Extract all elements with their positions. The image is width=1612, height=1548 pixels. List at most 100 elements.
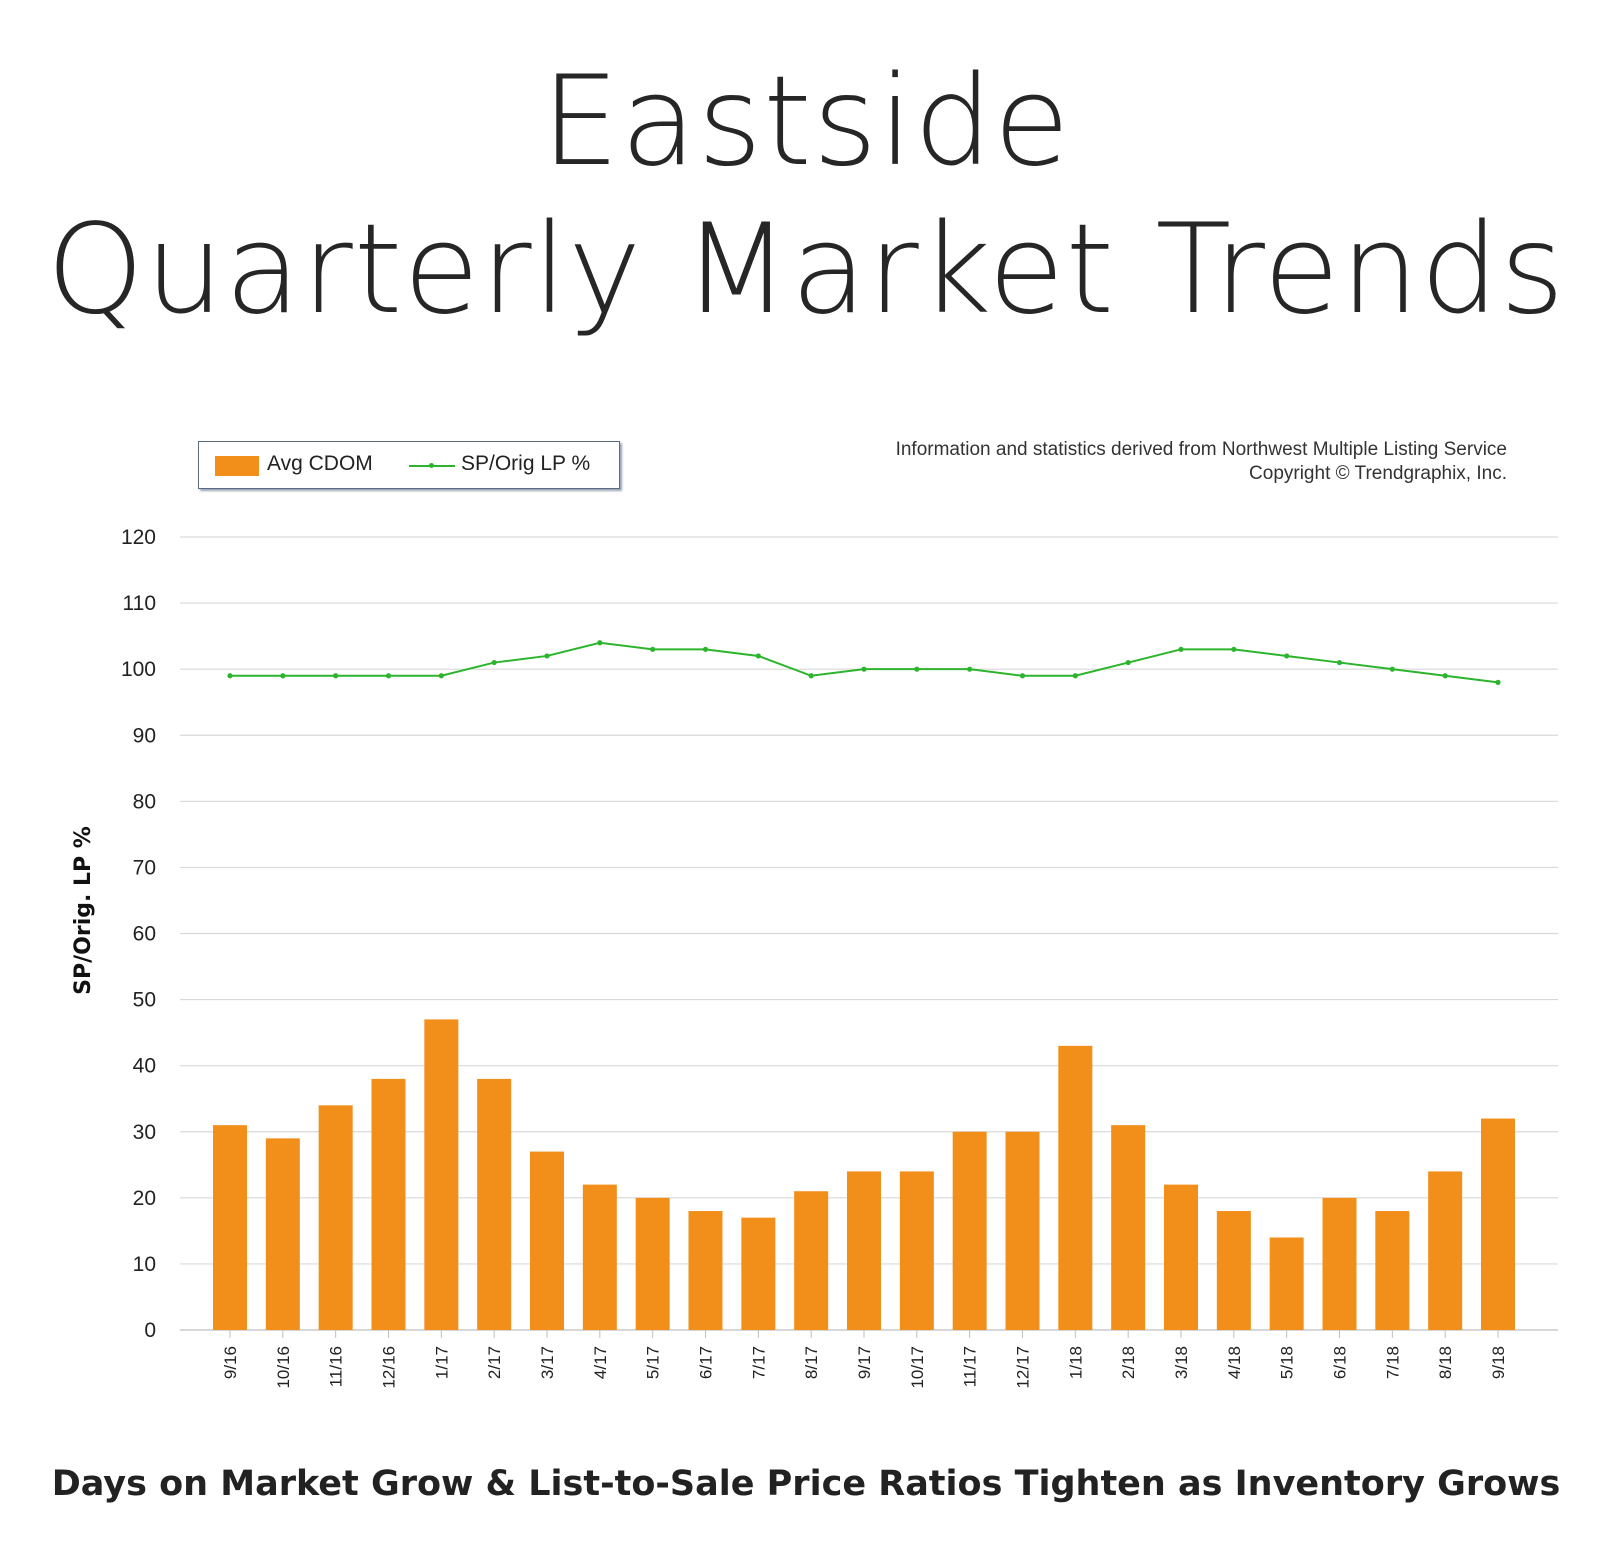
bar-avg-cdom (477, 1078, 512, 1330)
bar-avg-cdom (899, 1171, 934, 1330)
x-tick-label: 4/18 (1225, 1346, 1244, 1379)
line-point-sp-orig-lp (1178, 646, 1184, 652)
source-line-2: Copyright © Trendgraphix, Inc. (1249, 463, 1507, 484)
x-tick-label: 10/16 (274, 1346, 293, 1389)
line-point-sp-orig-lp (491, 659, 497, 666)
x-tick-label: 12/17 (1014, 1346, 1033, 1389)
bar-avg-cdom (1111, 1125, 1146, 1330)
x-axis-ticks: 9/16 10/16 11/16 12/16 1/17 2/17 3/17 4/17 5/17 6… (221, 1330, 1508, 1389)
y-tick-label: 120 (121, 526, 156, 549)
bar-avg-cdom (1322, 1197, 1357, 1330)
x-tick-label: 2/17 (485, 1346, 504, 1379)
line-point-sp-orig-lp (597, 640, 603, 646)
x-tick-label: 1/18 (1066, 1346, 1085, 1379)
line-point-sp-orig-lp (1495, 679, 1501, 685)
y-tick-label: 80 (133, 790, 156, 813)
bar-avg-cdom (1428, 1171, 1463, 1330)
x-tick-label: 9/16 (221, 1346, 240, 1379)
x-tick-label: 5/18 (1278, 1346, 1297, 1379)
x-tick-label: 4/17 (591, 1346, 610, 1379)
title-line-2: Quarterly Market Trends (46, 198, 1566, 342)
y-tick-label: 100 (121, 658, 156, 681)
line-point-sp-orig-lp (967, 666, 973, 672)
line-point-sp-orig-lp (1019, 673, 1026, 679)
bar-avg-cdom (952, 1131, 987, 1330)
bar-avg-cdom (424, 1019, 459, 1330)
line-point-sp-orig-lp (755, 653, 761, 659)
y-tick-label: 70 (133, 856, 156, 879)
x-tick-label: 5/17 (644, 1346, 663, 1379)
legend-line-label: SP/Orig LP % (461, 452, 591, 475)
source-note: Information and statistics derived from … (896, 438, 1507, 486)
y-tick-label: 0 (144, 1319, 156, 1342)
line-sp-orig-lp (227, 640, 1501, 685)
y-axis-label: SP/Orig. LP % (71, 826, 96, 995)
line-point-sp-orig-lp (544, 653, 550, 659)
line-point-sp-orig-lp (861, 666, 867, 672)
bar-avg-cdom (582, 1184, 617, 1330)
x-tick-label: 8/18 (1436, 1346, 1455, 1379)
x-tick-label: 8/17 (802, 1346, 821, 1379)
line-point-sp-orig-lp (227, 673, 233, 679)
bar-avg-cdom (1005, 1131, 1040, 1330)
bar-avg-cdom (1216, 1211, 1251, 1330)
bar-avg-cdom (635, 1197, 670, 1330)
x-tick-label: 9/18 (1489, 1346, 1508, 1379)
x-tick-label: 2/18 (1119, 1346, 1138, 1379)
title-line-1: Eastside (541, 50, 1071, 194)
y-tick-label: 60 (133, 923, 156, 946)
bar-avg-cdom (1164, 1184, 1198, 1330)
x-tick-label: 3/17 (538, 1346, 557, 1379)
x-tick-label: 3/18 (1172, 1346, 1191, 1379)
bar-avg-cdom (318, 1105, 353, 1330)
y-tick-label: 30 (133, 1121, 156, 1144)
y-tick-label: 40 (133, 1055, 156, 1078)
title-block: Eastside Quarterly Market Trends (0, 48, 1612, 344)
line-point-sp-orig-lp (438, 673, 444, 679)
line-point-sp-orig-lp (385, 673, 392, 679)
y-tick-label: 20 (133, 1187, 156, 1210)
bar-avg-cdom (265, 1138, 300, 1330)
y-axis-ticks: 0 10 20 30 40 50 60 70 80 90 100 110 120 (121, 526, 156, 1342)
line-point-sp-orig-lp (702, 646, 709, 652)
line-point-sp-orig-lp (333, 673, 339, 679)
y-tick-label: 110 (123, 592, 156, 615)
chart-subtitle: Days on Market Grow & List-to-Sale Price… (51, 1464, 1561, 1504)
line-point-sp-orig-lp (1442, 673, 1448, 679)
line-point-sp-orig-lp (280, 673, 286, 679)
x-tick-label: 10/17 (908, 1346, 927, 1389)
bar-avg-cdom (688, 1211, 723, 1330)
line-point-sp-orig-lp (1336, 659, 1343, 666)
bar-avg-cdom (1481, 1118, 1515, 1330)
line-point-sp-orig-lp (1284, 653, 1290, 659)
legend-bar-label: Avg CDOM (267, 452, 373, 475)
y-tick-label: 10 (133, 1253, 156, 1276)
legend-bar-swatch (215, 456, 259, 476)
line-point-sp-orig-lp (650, 646, 656, 652)
x-tick-label: 6/17 (697, 1346, 716, 1379)
x-tick-label: 11/16 (327, 1346, 346, 1387)
x-tick-label: 12/16 (380, 1346, 399, 1389)
x-tick-label: 7/17 (749, 1346, 768, 1379)
x-tick-label: 7/18 (1383, 1346, 1402, 1379)
line-point-sp-orig-lp (1125, 659, 1131, 666)
x-tick-label: 6/18 (1331, 1346, 1350, 1379)
y-tick-label: 90 (133, 724, 156, 747)
line-point-sp-orig-lp (1231, 646, 1237, 652)
bar-avg-cdom (741, 1217, 776, 1330)
x-tick-label: 9/17 (855, 1346, 874, 1379)
bar-avg-cdom (1375, 1211, 1410, 1330)
x-tick-label: 1/17 (432, 1346, 451, 1379)
x-tick-label: 11/17 (961, 1346, 980, 1387)
bar-avg-cdom (847, 1171, 881, 1330)
line-point-sp-orig-lp (1072, 673, 1078, 679)
bar-avg-cdom (371, 1078, 406, 1330)
bars-avg-cdom (213, 1019, 1515, 1330)
line-point-sp-orig-lp (1389, 666, 1395, 672)
bar-avg-cdom (530, 1151, 564, 1330)
line-point-sp-orig-lp (808, 673, 814, 679)
bar-avg-cdom (1058, 1045, 1093, 1330)
line-sp-orig-lp-path (230, 641, 1499, 684)
bar-avg-cdom (213, 1125, 247, 1330)
